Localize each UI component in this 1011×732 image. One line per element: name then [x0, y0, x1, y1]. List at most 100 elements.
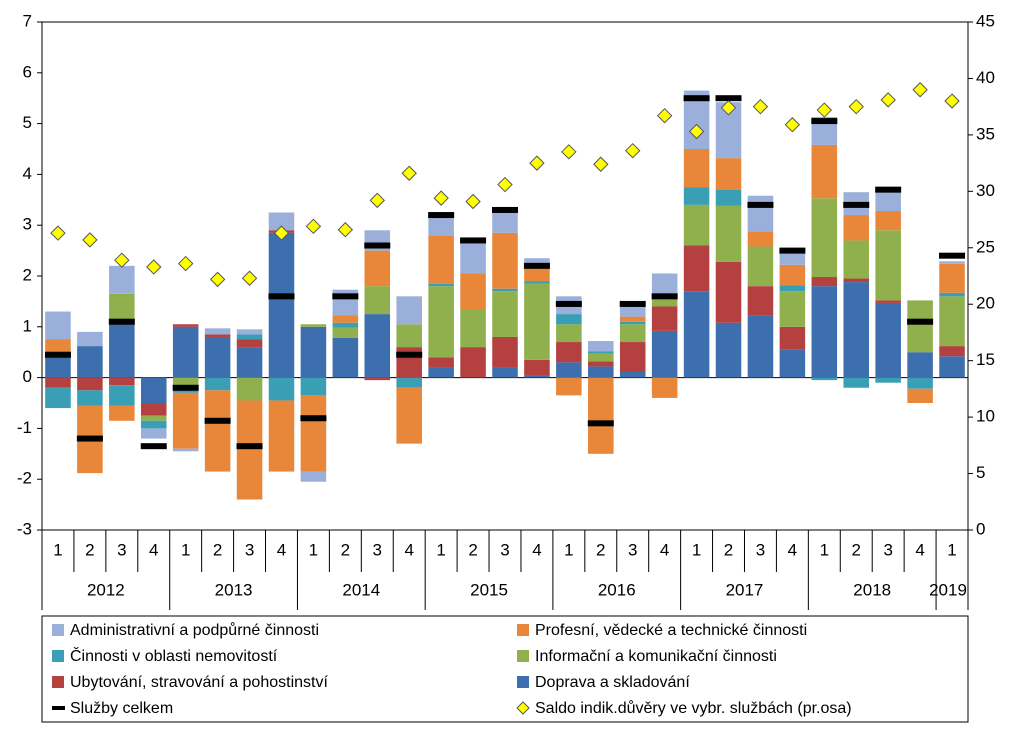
bar-segment	[875, 189, 901, 211]
bar-segment	[939, 263, 965, 293]
confidence-marker	[433, 190, 449, 206]
confidence-marker	[146, 259, 162, 275]
bar-segment	[556, 362, 582, 378]
y-tick-label: 7	[23, 11, 32, 30]
bar-segment	[109, 321, 135, 378]
x-tick-label: 1	[309, 540, 318, 559]
total-marker	[364, 242, 391, 249]
x-group-label: 2013	[215, 580, 253, 599]
bar-segment	[428, 235, 454, 284]
total-marker	[108, 318, 135, 325]
bar-segment	[236, 347, 263, 378]
y-tick-label: -3	[17, 519, 32, 538]
total-marker	[843, 201, 870, 208]
bar-segment	[588, 353, 614, 362]
bar-segment	[683, 187, 710, 205]
bar-segment	[45, 377, 71, 388]
bar-segment	[172, 324, 199, 327]
bar-segment	[109, 405, 135, 421]
bar-segment	[588, 341, 614, 352]
confidence-marker	[561, 144, 577, 160]
confidence-marker	[273, 225, 290, 241]
bar-segment	[875, 302, 901, 378]
bar-segment	[396, 377, 422, 388]
bar-segment	[109, 293, 135, 322]
bar-segment	[332, 315, 359, 323]
legend-box	[41, 615, 969, 723]
legend-swatch	[516, 701, 530, 715]
total-marker	[172, 384, 199, 391]
bar-segment	[236, 339, 263, 348]
bar-segment	[460, 273, 486, 310]
y2-tick-label: 35	[976, 124, 995, 143]
x-tick-label: 4	[532, 540, 541, 559]
bar-segment	[651, 273, 678, 297]
legend-label: Činnosti v oblasti nemovitostí	[70, 646, 278, 665]
confidence-marker	[912, 82, 928, 98]
bar-segment	[492, 232, 518, 289]
x-tick-label: 4	[149, 540, 158, 559]
bar-segment	[811, 144, 838, 199]
bar-segment	[204, 336, 231, 378]
x-tick-label: 2	[724, 540, 733, 559]
y-tick-label: -1	[17, 418, 32, 437]
bar-segment	[332, 327, 359, 338]
confidence-marker	[816, 102, 833, 118]
y2-tick-label: 25	[976, 237, 995, 256]
bar-segment	[651, 377, 678, 398]
bar-segment	[875, 210, 901, 231]
y2-tick-label: 10	[976, 407, 995, 426]
x-tick-label: 2	[468, 540, 477, 559]
total-marker	[44, 351, 71, 358]
bar-segment	[939, 296, 965, 347]
bar-segment	[236, 329, 263, 335]
bar-segment	[875, 230, 901, 301]
x-tick-label: 1	[692, 540, 701, 559]
total-marker	[428, 212, 455, 219]
bar-segment	[907, 300, 933, 353]
x-tick-label: 1	[53, 540, 62, 559]
bar-segment	[875, 300, 901, 303]
legend-label: Profesní, vědecké a technické činnosti	[535, 622, 807, 639]
bar-segment	[300, 471, 327, 482]
legend-swatch	[517, 650, 529, 662]
total-marker	[683, 95, 710, 102]
confidence-marker	[50, 225, 66, 241]
bar-segment	[524, 281, 550, 284]
bar-segment	[77, 346, 103, 378]
bar-segment	[140, 377, 167, 403]
bar-segment	[268, 212, 295, 231]
bar-segment	[364, 314, 391, 378]
bar-segment	[811, 277, 838, 287]
bar-segment	[364, 377, 391, 381]
bar-segment	[140, 420, 167, 429]
total-marker	[492, 206, 518, 213]
x-tick-label: 1	[820, 540, 829, 559]
bar-segment	[268, 400, 295, 472]
bar-segment	[619, 321, 646, 325]
x-tick-label: 2	[596, 540, 605, 559]
legend-label: Informační a komunikační činnosti	[535, 648, 777, 665]
bar-segment	[651, 298, 678, 307]
y2-tick-label: 40	[976, 68, 995, 87]
x-tick-label: 3	[628, 540, 637, 559]
bar-segment	[619, 371, 646, 378]
bar-segment	[588, 377, 614, 454]
bar-segment	[364, 286, 391, 315]
bar-segment	[683, 149, 710, 188]
y-tick-label: 2	[23, 265, 32, 284]
total-marker	[651, 293, 678, 300]
bar-segment	[779, 264, 806, 286]
bar-segment	[109, 377, 135, 386]
total-marker	[300, 415, 327, 422]
bar-segment	[140, 415, 167, 421]
bar-segment	[428, 212, 454, 236]
x-tick-label: 2	[341, 540, 350, 559]
bar-segment	[683, 204, 710, 246]
confidence-marker	[784, 117, 801, 133]
x-tick-label: 3	[756, 540, 765, 559]
bar-segment	[396, 347, 422, 378]
bar-segment	[77, 390, 103, 406]
bar-segment	[843, 215, 870, 241]
bar-segment	[683, 291, 710, 378]
